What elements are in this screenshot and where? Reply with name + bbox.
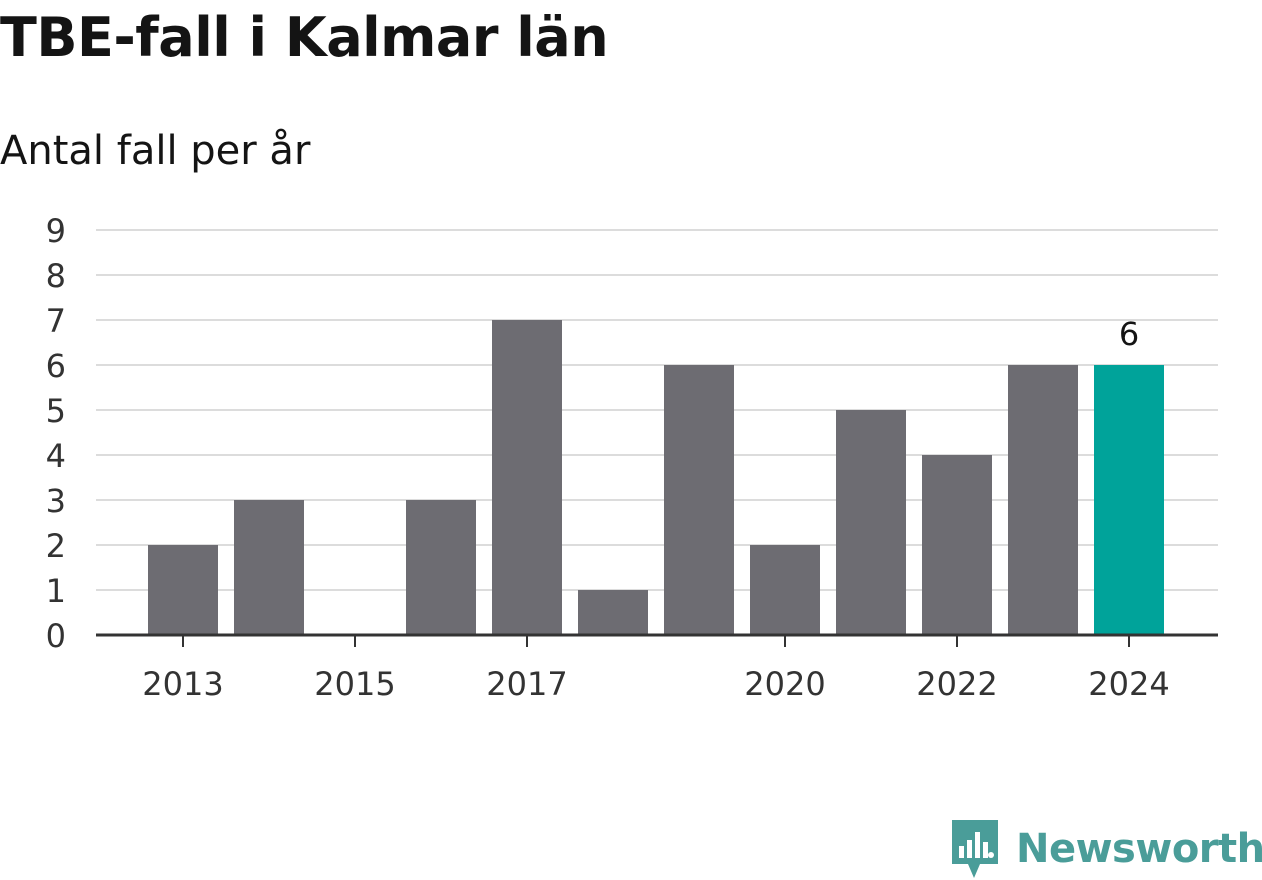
y-tick-labels: 0 1 2 3 4 5 6 7 8 9 xyxy=(46,212,66,655)
bar xyxy=(406,500,476,635)
y-tick-label: 9 xyxy=(46,212,66,250)
y-tick-label: 5 xyxy=(46,392,66,430)
bar xyxy=(578,590,648,635)
y-tick-label: 3 xyxy=(46,482,66,520)
x-tick-label: 2024 xyxy=(1088,665,1169,703)
bar xyxy=(922,455,992,635)
bar xyxy=(492,320,562,635)
x-tick-label: 2013 xyxy=(142,665,223,703)
bars xyxy=(148,320,1164,635)
data-labels: 6 xyxy=(1119,315,1139,353)
bar xyxy=(750,545,820,635)
y-tick-label: 0 xyxy=(46,617,66,655)
y-tick-label: 6 xyxy=(46,347,66,385)
bar xyxy=(148,545,218,635)
x-axis xyxy=(96,633,1218,647)
y-tick-label: 4 xyxy=(46,437,66,475)
x-tick-label: 2015 xyxy=(314,665,395,703)
bar xyxy=(234,500,304,635)
bar xyxy=(1008,365,1078,635)
bar-chart: 0 1 2 3 4 5 6 7 8 9 2013 2015 2017 2020 2022 2024 6 xyxy=(46,212,1218,703)
y-tick-label: 8 xyxy=(46,257,66,295)
bar xyxy=(836,410,906,635)
y-tick-label: 2 xyxy=(46,527,66,565)
data-label: 6 xyxy=(1119,315,1139,353)
x-tick-labels: 2013 2015 2017 2020 2022 2024 xyxy=(142,665,1169,703)
y-tick-label: 1 xyxy=(46,572,66,610)
bar-highlight xyxy=(1094,365,1164,635)
brand-logo: Newsworthy xyxy=(950,818,1262,880)
bar xyxy=(664,365,734,635)
chart-title: TBE-fall i Kalmar län xyxy=(0,6,609,69)
x-tick-label: 2022 xyxy=(916,665,997,703)
newsworthy-logo-icon xyxy=(952,820,998,878)
chart-subtitle: Antal fall per år xyxy=(0,128,311,174)
x-tick-label: 2020 xyxy=(744,665,825,703)
x-tick-label: 2017 xyxy=(486,665,567,703)
y-tick-label: 7 xyxy=(46,302,66,340)
brand-name: Newsworthy xyxy=(1016,826,1262,872)
